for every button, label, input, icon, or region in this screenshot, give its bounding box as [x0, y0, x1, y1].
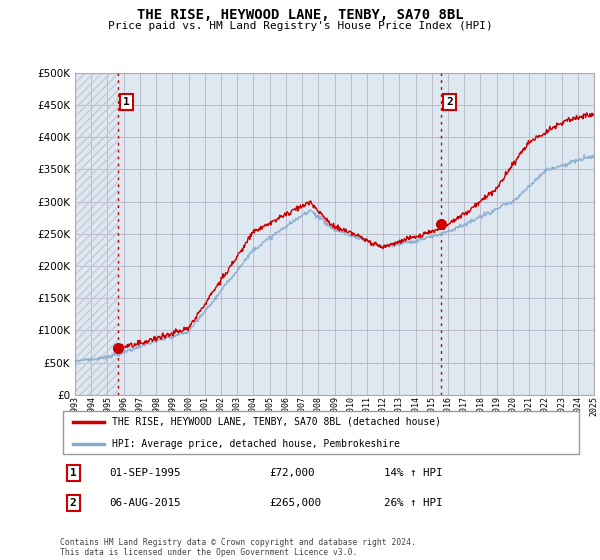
Text: 06-AUG-2015: 06-AUG-2015 [110, 498, 181, 508]
Text: 1: 1 [123, 97, 130, 107]
Text: 14% ↑ HPI: 14% ↑ HPI [383, 468, 442, 478]
Text: 2: 2 [446, 97, 453, 107]
Text: THE RISE, HEYWOOD LANE, TENBY, SA70 8BL: THE RISE, HEYWOOD LANE, TENBY, SA70 8BL [137, 8, 463, 22]
FancyBboxPatch shape [62, 411, 580, 454]
Text: 01-SEP-1995: 01-SEP-1995 [110, 468, 181, 478]
Text: HPI: Average price, detached house, Pembrokeshire: HPI: Average price, detached house, Pemb… [112, 438, 400, 449]
Text: 1: 1 [70, 468, 76, 478]
Text: Contains HM Land Registry data © Crown copyright and database right 2024.
This d: Contains HM Land Registry data © Crown c… [60, 538, 416, 557]
Text: THE RISE, HEYWOOD LANE, TENBY, SA70 8BL (detached house): THE RISE, HEYWOOD LANE, TENBY, SA70 8BL … [112, 417, 441, 427]
Text: 26% ↑ HPI: 26% ↑ HPI [383, 498, 442, 508]
Text: Price paid vs. HM Land Registry's House Price Index (HPI): Price paid vs. HM Land Registry's House … [107, 21, 493, 31]
Text: 2: 2 [70, 498, 76, 508]
Text: £72,000: £72,000 [269, 468, 314, 478]
Text: £265,000: £265,000 [269, 498, 321, 508]
